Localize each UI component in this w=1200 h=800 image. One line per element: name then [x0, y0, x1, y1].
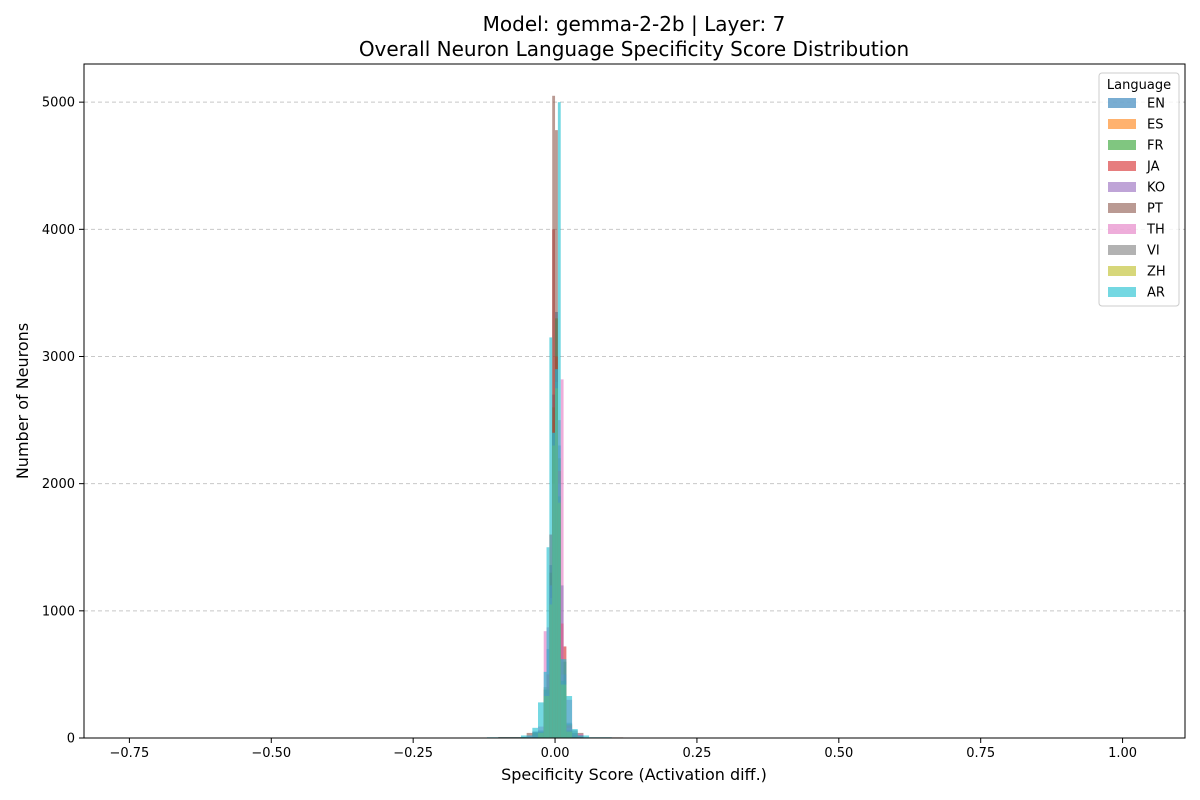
legend-item-zh: ZH	[1108, 265, 1166, 280]
legend-item-ko: KO	[1108, 181, 1165, 196]
y-axis-label: Number of Neurons	[13, 323, 32, 479]
histogram-bar	[552, 95, 556, 738]
histogram-bar	[572, 729, 578, 738]
histogram-bar	[577, 735, 590, 738]
legend-title: Language	[1107, 78, 1171, 93]
histogram-bar	[560, 379, 564, 738]
legend-item-th: TH	[1108, 223, 1165, 238]
legend-swatch	[1108, 203, 1136, 213]
histogram-bar	[543, 671, 547, 738]
legend-swatch	[1108, 161, 1136, 171]
histogram-bar	[557, 102, 561, 738]
legend: Language EN ES FR JA KO PT TH VI ZH AR	[1098, 72, 1180, 307]
legend-swatch	[1108, 224, 1136, 234]
legend-swatch	[1108, 266, 1136, 276]
histogram-bars	[469, 95, 624, 739]
y-gridlines	[84, 101, 1185, 612]
chart-title-line2: Overall Neuron Language Specificity Scor…	[359, 37, 909, 61]
x-tick-label: −0.50	[251, 746, 291, 761]
legend-label: VI	[1147, 244, 1160, 259]
legend-item-es: ES	[1108, 118, 1163, 133]
histogram-bar	[560, 659, 567, 738]
legend-label: AR	[1147, 286, 1165, 301]
x-tick-label: 0.75	[966, 746, 995, 761]
legend-item-en: EN	[1108, 97, 1165, 112]
legend-label: TH	[1146, 223, 1165, 238]
x-axis-ticks: −0.75 −0.50 −0.25 0.00 0.25 0.50 0.75 1.00	[109, 738, 1137, 761]
histogram-bar	[520, 735, 533, 738]
x-tick-label: 0.50	[824, 746, 853, 761]
legend-item-ja: JA	[1108, 160, 1160, 175]
histogram-bar	[552, 432, 556, 738]
y-tick-label: 3000	[42, 350, 75, 365]
x-axis-label: Specificity Score (Activation diff.)	[501, 765, 767, 784]
legend-label: JA	[1146, 160, 1160, 175]
chart-title-line1: Model: gemma-2-2b | Layer: 7	[483, 12, 786, 36]
legend-label: ES	[1147, 118, 1163, 133]
legend-label: FR	[1147, 139, 1164, 154]
histogram-bar	[532, 727, 539, 738]
legend-label: KO	[1147, 181, 1165, 196]
legend-label: EN	[1147, 97, 1165, 112]
y-tick-label: 4000	[42, 223, 75, 238]
histogram-bar	[549, 337, 553, 738]
y-tick-label: 0	[67, 732, 75, 747]
x-tick-label: 0.25	[682, 746, 711, 761]
histogram-bar	[538, 702, 544, 738]
legend-label: ZH	[1147, 265, 1166, 280]
y-tick-label: 1000	[42, 604, 75, 619]
y-axis-ticks: 0 1000 2000 3000 4000 5000	[42, 96, 84, 747]
legend-item-fr: FR	[1108, 139, 1164, 154]
histogram-bar	[566, 696, 573, 738]
legend-item-vi: VI	[1108, 244, 1160, 259]
legend-swatch	[1108, 119, 1136, 129]
histogram-bar	[546, 547, 550, 738]
x-tick-label: −0.75	[109, 746, 149, 761]
legend-label: PT	[1147, 202, 1163, 217]
legend-swatch	[1108, 287, 1136, 297]
legend-item-ar: AR	[1108, 286, 1165, 301]
legend-swatch	[1108, 245, 1136, 255]
x-tick-label: 0.00	[541, 746, 570, 761]
histogram-bar	[555, 369, 558, 738]
y-tick-label: 2000	[42, 477, 75, 492]
legend-swatch	[1108, 182, 1136, 192]
x-tick-label: 1.00	[1108, 746, 1137, 761]
series-ar	[486, 102, 612, 738]
y-tick-label: 5000	[42, 96, 75, 111]
legend-items: EN ES FR JA KO PT TH VI ZH AR	[1108, 97, 1166, 301]
plot-frame	[83, 63, 1186, 739]
legend-swatch	[1108, 140, 1136, 150]
legend-item-pt: PT	[1108, 202, 1163, 217]
legend-swatch	[1108, 98, 1136, 108]
x-tick-label: −0.25	[393, 746, 433, 761]
